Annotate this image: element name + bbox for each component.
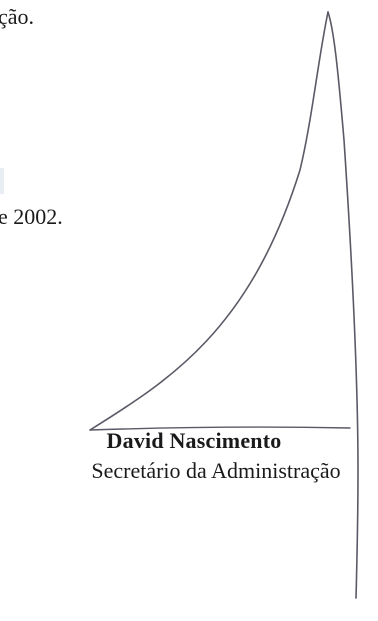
signer-role: Secretário da Administração	[91, 458, 341, 483]
margin-mark	[0, 168, 4, 194]
date-line-fragment: e 2002.	[0, 204, 63, 229]
body-text-fragment: ção.	[0, 4, 35, 29]
signer-name: David Nascimento	[106, 428, 282, 453]
